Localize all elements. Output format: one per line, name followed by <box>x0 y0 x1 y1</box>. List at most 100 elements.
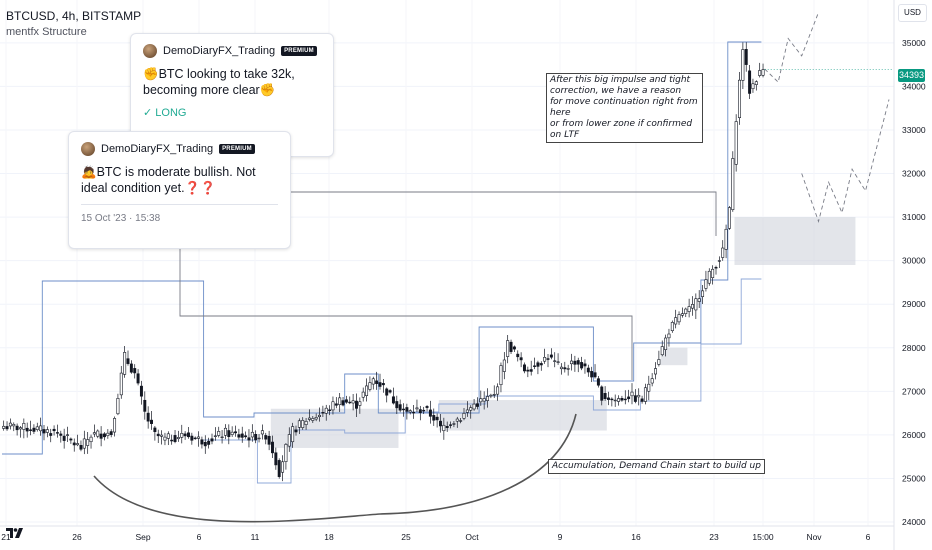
candle-body <box>566 368 570 370</box>
accumulation-note[interactable]: Accumulation, Demand Chain start to buil… <box>548 459 765 474</box>
candle-body <box>680 313 684 316</box>
candle-body <box>344 399 348 403</box>
structure-support <box>179 237 633 380</box>
candle-body <box>109 431 113 435</box>
candle-body <box>543 356 547 362</box>
candle-body <box>727 207 731 229</box>
candle-body <box>704 279 708 289</box>
candle-body <box>260 430 264 435</box>
candle-body <box>475 403 479 407</box>
candle-body <box>66 434 69 436</box>
demand-zones <box>270 217 856 448</box>
idea-user[interactable]: DemoDiaryFX_Trading <box>163 45 276 57</box>
candle-body <box>123 352 127 375</box>
candle-body <box>217 431 221 436</box>
time-tick-label: 11 <box>251 532 260 542</box>
indicator-label[interactable]: mentfx Structure <box>6 26 87 38</box>
candle-body <box>129 363 133 373</box>
time-tick-label: 21 <box>1 532 11 542</box>
candle-body <box>472 403 476 410</box>
candle-body <box>465 409 469 413</box>
price-tick-label: 26000 <box>902 430 926 440</box>
candle-body <box>136 373 140 384</box>
candle-body <box>707 270 711 284</box>
candle-body <box>173 435 177 442</box>
candle-body <box>553 360 557 362</box>
candle-body <box>267 435 271 445</box>
candle-body <box>412 411 416 414</box>
currency-label[interactable]: USD <box>898 4 927 22</box>
candle-body <box>405 407 409 412</box>
price-tick-label: 24000 <box>902 517 926 527</box>
last-price-tag: 34393 <box>898 69 925 82</box>
candle-body <box>388 390 392 393</box>
candle-body <box>674 317 678 325</box>
candle-body <box>92 432 96 435</box>
candle-body <box>247 437 251 441</box>
candle-body <box>166 433 170 439</box>
symbol-title: BTCUSD, 4h, BITSTAMP <box>6 9 142 23</box>
impulse-note[interactable]: After this big impulse and tight correct… <box>546 73 703 143</box>
candle-body <box>146 412 150 422</box>
candle-body <box>190 435 194 441</box>
candle-body <box>539 363 543 366</box>
time-tick-label: Oct <box>465 532 479 542</box>
candle-body <box>348 401 352 404</box>
candle-body <box>12 423 16 427</box>
candle-body <box>492 394 496 396</box>
candle-body <box>620 398 624 401</box>
candle-body <box>428 409 432 417</box>
candle-body <box>617 398 621 402</box>
candle-body <box>586 367 590 373</box>
candle-body <box>754 81 758 85</box>
candle-body <box>731 158 735 210</box>
candle-body <box>22 423 26 430</box>
time-tick-label: 6 <box>197 532 202 542</box>
candle-body <box>8 422 12 427</box>
idea-card-moderate[interactable]: DemoDiaryFX_Trading PREMIUM 🙇BTC is moder… <box>68 131 291 249</box>
candle-body <box>432 415 436 421</box>
candle-body <box>334 403 338 406</box>
avatar <box>143 44 157 58</box>
candle-body <box>331 401 335 411</box>
candle-body <box>307 417 311 420</box>
candle-body <box>318 414 321 417</box>
candle-body <box>606 397 610 400</box>
candle-body <box>15 425 19 431</box>
candle-body <box>287 434 291 447</box>
candle-body <box>721 247 725 258</box>
candle-body <box>119 372 123 396</box>
candle-body <box>143 399 147 412</box>
time-axis: 21 26 Sep 6 11 18 25 Oct 9 16 23 15:00 Nov 6 <box>1 532 870 542</box>
candle-body <box>533 365 537 367</box>
candle-body <box>2 425 6 429</box>
candle-body <box>39 425 43 432</box>
candle-body <box>150 419 153 424</box>
candle-body <box>45 429 49 433</box>
tradingview-logo-icon[interactable] <box>6 526 24 540</box>
candle-body <box>738 79 742 118</box>
price-tick-label: 32000 <box>902 169 926 179</box>
candle-body <box>69 438 73 441</box>
candle-body <box>79 445 83 450</box>
candle-body <box>351 400 355 404</box>
accumulation-arc <box>93 68 894 523</box>
time-tick-label: Sep <box>135 532 150 542</box>
price-tick-label: 28000 <box>902 343 926 353</box>
time-tick-label: 18 <box>324 532 334 542</box>
time-tick-label: 9 <box>558 532 563 542</box>
candle-body <box>133 368 137 374</box>
candle-body <box>240 433 244 438</box>
candle-body <box>761 69 765 76</box>
idea-user[interactable]: DemoDiaryFX_Trading <box>101 143 214 155</box>
candle-body <box>570 360 574 365</box>
candle-body <box>52 428 56 432</box>
time-tick-label: Nov <box>806 532 822 542</box>
candle-body <box>227 430 231 437</box>
candle-body <box>526 369 530 372</box>
candle-body <box>328 409 332 411</box>
candle-body <box>183 433 187 437</box>
candle-body <box>197 436 201 439</box>
signal-long: ✓ LONG <box>143 107 187 119</box>
candle-body <box>244 435 248 438</box>
